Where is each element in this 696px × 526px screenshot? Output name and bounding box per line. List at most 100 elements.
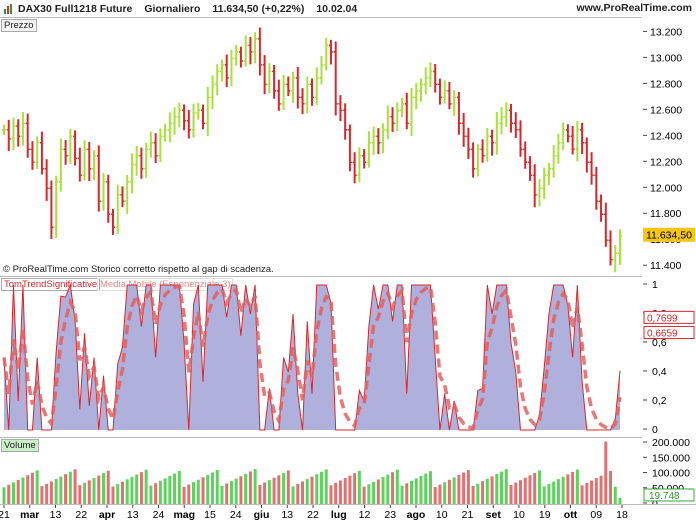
indicator-tick-label: 0,4 (652, 366, 667, 378)
x-tick-label: ott (564, 509, 578, 521)
price-tick-label: 12.400 (650, 130, 682, 142)
volume-bar (367, 484, 371, 504)
volume-bar (248, 471, 252, 504)
volume-bar (239, 476, 243, 504)
indicator-area (4, 285, 620, 430)
volume-bar (253, 469, 257, 504)
x-tick-label: mar (20, 509, 39, 521)
volume-bar (580, 485, 584, 504)
x-tick-label: lug (331, 509, 347, 521)
volume-bar (509, 485, 513, 504)
volume-bar (187, 484, 191, 504)
chart-bars-icon (4, 3, 14, 14)
volume-bar (102, 473, 106, 504)
volume-bar (533, 472, 537, 504)
volume-bar (599, 475, 603, 504)
volume-tick-label: 200.000 (652, 437, 690, 449)
volume-bar (158, 480, 162, 504)
volume-bar (92, 477, 96, 504)
volume-chart[interactable] (0, 438, 642, 505)
volume-bar (462, 472, 466, 504)
x-tick-label: 10 (436, 509, 448, 521)
volume-bar (613, 486, 617, 504)
volume-bar (490, 476, 494, 504)
volume-bar (433, 487, 437, 504)
volume-bar (594, 478, 598, 504)
ema-value-box (643, 325, 695, 339)
volume-bar (348, 475, 352, 504)
volume-bar (277, 475, 281, 504)
volume-bar (443, 482, 447, 504)
volume-bar (64, 474, 68, 504)
volume-bar (106, 470, 110, 504)
volume-bar (391, 472, 395, 504)
indicator-line (3, 283, 621, 431)
volume-bar (49, 481, 53, 504)
volume-bar (419, 476, 423, 504)
indicator-label[interactable]: TomTrendSignificative (1, 278, 101, 291)
volume-bar (272, 477, 276, 504)
volume-tick-label: 100.000 (652, 468, 690, 480)
volume-bar (542, 486, 546, 504)
volume-bar (424, 473, 428, 504)
volume-bar (556, 479, 560, 504)
volume-bar (135, 474, 139, 504)
indicator-panel[interactable]: TomTrendSignificative Media Mobile (Espo… (0, 276, 642, 437)
x-tick-label: 21 (462, 509, 474, 521)
volume-value-label: 19.748 (649, 491, 680, 502)
volume-bar (11, 482, 15, 504)
volume-bar (471, 486, 475, 504)
price-panel[interactable]: Prezzo © ProRealTime.com Storico corrett… (0, 17, 642, 276)
indicator-tick-label: 1 (652, 279, 658, 291)
volume-bar (196, 479, 200, 504)
volume-bar (514, 482, 518, 504)
volume-bar (267, 480, 271, 504)
volume-bar (609, 470, 613, 504)
copyright-note: © ProRealTime.com Storico corretto rispe… (3, 264, 274, 275)
volume-bar (338, 480, 342, 504)
volume-bar (457, 474, 461, 504)
volume-bar (296, 483, 300, 504)
indicator-value-box (643, 310, 695, 324)
price-tick-label: 13.200 (650, 26, 682, 38)
price-tick-label: 11.800 (650, 208, 681, 220)
volume-bar (163, 478, 167, 504)
volume-label[interactable]: Volume (1, 439, 39, 452)
volume-panel[interactable]: Volume (0, 437, 642, 505)
volume-bar (120, 481, 124, 504)
volume-bar (414, 478, 418, 504)
volume-bar (2, 487, 6, 504)
last-price-box (643, 227, 695, 242)
time-axis: 21 mar 13 22 apr 13 24 mag 15 24 giu 13 22 lug 12 23 ago… (0, 504, 696, 523)
x-tick-label: 22 (75, 509, 87, 521)
price-tick-label: 12.800 (650, 78, 682, 90)
volume-bar (305, 479, 309, 504)
volume-bar (234, 478, 238, 504)
volume-bar (201, 477, 205, 504)
volume-bar (481, 481, 485, 504)
volume-bar (590, 480, 594, 504)
volume-bar (428, 471, 432, 504)
price-chart[interactable] (0, 18, 642, 276)
volume-bar (87, 480, 91, 504)
volume-bar (21, 477, 25, 504)
last-quote: 11.634,50 (+0,22%) (212, 2, 305, 15)
period-label[interactable]: Giornaliero (144, 2, 201, 15)
volume-bar (334, 482, 338, 504)
volume-bar (566, 474, 570, 504)
indicator-chart[interactable] (0, 277, 642, 437)
volume-bar (182, 486, 186, 504)
volume-bar (410, 480, 414, 504)
volume-bar (405, 483, 409, 504)
x-tick-label: 09 (590, 509, 602, 521)
price-panel-label[interactable]: Prezzo (1, 19, 37, 32)
volume-bar (547, 483, 551, 504)
indicator-tick-label: 0,6 (652, 337, 667, 349)
brand-link[interactable]: www.ProRealTime.com (576, 2, 692, 14)
volume-bar (35, 470, 39, 504)
volume-bar (78, 485, 82, 504)
price-tick-label: 12.600 (650, 104, 682, 116)
volume-bar (229, 481, 233, 504)
volume-bar (125, 479, 129, 504)
